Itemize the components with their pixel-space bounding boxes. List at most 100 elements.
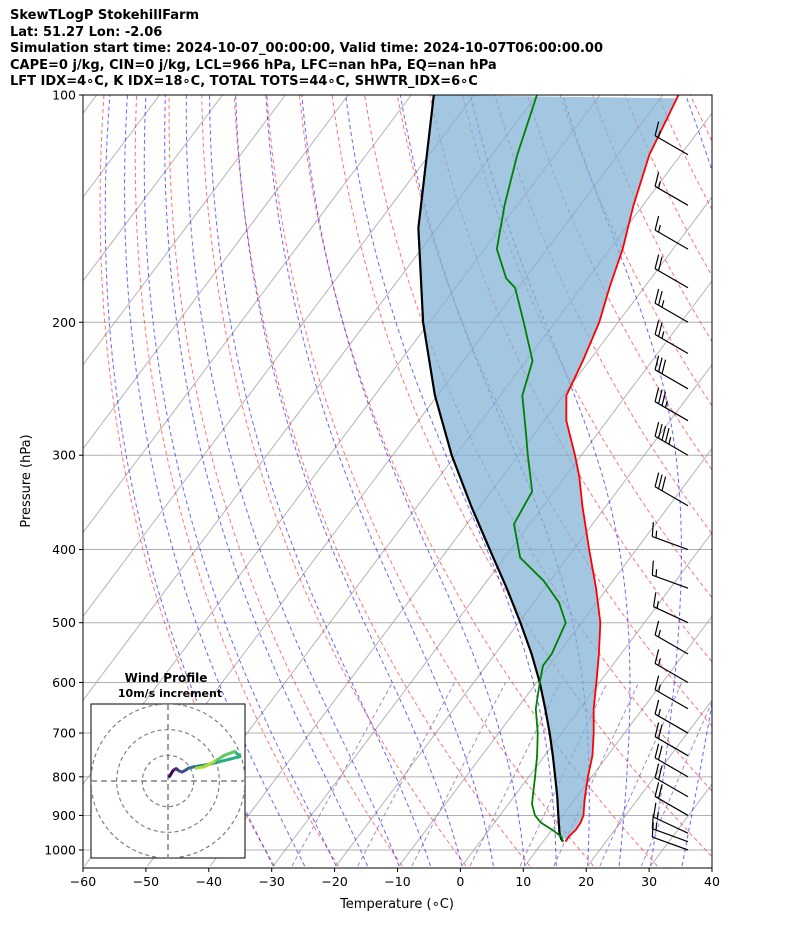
- hodograph-segment: [228, 755, 242, 761]
- dry-adiabat-line: [134, 95, 339, 867]
- dry-adiabat-line: [788, 95, 794, 866]
- wind-barb: [651, 560, 689, 589]
- wind-barb-feather: [657, 130, 661, 138]
- wind-barb-shaft: [654, 486, 689, 507]
- dry-adiabat-line: [233, 95, 531, 867]
- y-tick-label: 700: [52, 726, 76, 741]
- wind-barb-feather: [656, 601, 659, 609]
- x-tick-label: −30: [259, 874, 285, 889]
- wind-barb-feather: [661, 359, 667, 374]
- wind-barb-shaft: [654, 135, 689, 156]
- mixing-ratio-line: [469, 682, 561, 867]
- moist-adiabat-line: [124, 95, 306, 867]
- wind-barb: [652, 802, 689, 834]
- x-tick-label: −10: [384, 874, 410, 889]
- dry-adiabat-line: [168, 95, 403, 867]
- wind-barb-feather: [654, 472, 660, 487]
- wind-barb-feather: [654, 782, 660, 797]
- wind-barb-feather: [664, 427, 670, 443]
- isotherm-line: [587, 699, 712, 867]
- cape-line: CAPE=0 j/kg, CIN=0 j/kg, LCL=966 hPa, LF…: [10, 57, 497, 73]
- wind-barb: [654, 743, 689, 778]
- wind-barb-shaft: [654, 268, 689, 289]
- wind-barb-feather: [657, 724, 663, 739]
- wind-barb: [654, 472, 689, 507]
- isotherm-line: [83, 95, 412, 534]
- hodograph-segment: [194, 765, 206, 770]
- hodograph-inset: Wind Profile 10m/s increment: [90, 671, 246, 859]
- mixing-ratio-line: [640, 700, 712, 867]
- wind-barb-feather: [661, 391, 667, 406]
- wind-barb-feather: [657, 629, 661, 638]
- mixing-ratio-line: [599, 682, 683, 867]
- moist-adiabat-line: [104, 95, 274, 867]
- hodograph-plot: [91, 704, 245, 858]
- dry-adiabat-line: [298, 95, 658, 867]
- wind-barb-feather: [657, 357, 663, 372]
- wind-barb-feather: [657, 474, 663, 489]
- axes: Temperature (∘C) Pressure (hPa) −60 −50 −4…: [19, 88, 720, 913]
- mixing-ratio-line: [411, 682, 506, 867]
- wind-barb-shaft: [654, 334, 689, 355]
- wind-barb: [654, 675, 689, 710]
- wind-barb: [654, 320, 689, 355]
- wind-barb-shaft: [652, 828, 689, 843]
- wind-barb: [654, 699, 689, 734]
- x-tick-label: 0: [456, 874, 464, 889]
- wind-barb-feather: [654, 320, 660, 335]
- moist-adiabat-line: [469, 95, 631, 867]
- hodograph-segment: [202, 760, 216, 769]
- wind-barb-shaft: [654, 795, 689, 816]
- wind-barb: [654, 620, 689, 655]
- y-tick-label: 300: [52, 448, 76, 463]
- mixing-ratio-line: [553, 682, 640, 867]
- wind-barb: [654, 387, 689, 422]
- wind-barb-shaft: [654, 634, 689, 655]
- dry-adiabat-line: [756, 95, 794, 866]
- wind-barb: [654, 254, 689, 289]
- wind-barb-feather: [654, 289, 660, 304]
- wind-barb-feather: [654, 121, 660, 136]
- wind-barb-feather: [657, 658, 661, 666]
- wind-barb-feather: [654, 355, 660, 370]
- y-axis-label: Pressure (hPa): [19, 434, 34, 527]
- wind-barb-feather: [657, 256, 663, 271]
- wind-barb: [654, 421, 689, 456]
- moist-adiabat-line: [164, 95, 369, 867]
- wind-barb: [654, 172, 689, 206]
- isotherm-line: [83, 95, 475, 618]
- isotherm-line: [83, 95, 538, 702]
- hodograph-subtitle: 10m/s increment: [118, 687, 222, 700]
- dry-adiabat-line: [99, 95, 276, 867]
- wind-barb: [654, 215, 689, 250]
- wind-barb-feather: [661, 425, 667, 441]
- dry-adiabat-line: [723, 95, 794, 866]
- wind-barb: [652, 592, 689, 624]
- isotherm-line: [714, 95, 794, 866]
- x-tick-label: −50: [133, 874, 159, 889]
- moist-adiabat-line: [209, 95, 431, 867]
- wind-barb-shaft: [654, 435, 689, 456]
- wind-barb-feather: [657, 181, 661, 189]
- time-line: Simulation start time: 2024-10-07_00:00:…: [10, 41, 603, 56]
- chart-header: SkewTLogP StokehillFarm Lat: 51.27 Lon: …: [10, 8, 603, 91]
- y-tick-label: 400: [52, 542, 76, 557]
- wind-barb-feather: [654, 172, 660, 187]
- wind-barb-feather: [661, 476, 667, 491]
- wind-barb-shaft: [654, 777, 689, 798]
- wind-barb-feather: [654, 649, 660, 664]
- wind-barb-feather: [654, 722, 660, 737]
- wind-barbs: [651, 121, 689, 851]
- hodograph-segment: [212, 753, 226, 764]
- cin-shading: [418, 95, 677, 839]
- wind-barb-feather: [655, 530, 658, 538]
- wind-barb-feather: [657, 745, 663, 760]
- wind-barb-shaft: [654, 185, 689, 206]
- wind-barb-feather: [654, 254, 660, 269]
- wind-barb-feather: [654, 743, 660, 758]
- wind-barb-shaft: [654, 401, 689, 422]
- wind-barb-shaft: [654, 369, 689, 390]
- moist-adiabat-line: [745, 95, 794, 866]
- wind-barb-feather: [651, 560, 654, 576]
- wind-barb: [654, 763, 689, 798]
